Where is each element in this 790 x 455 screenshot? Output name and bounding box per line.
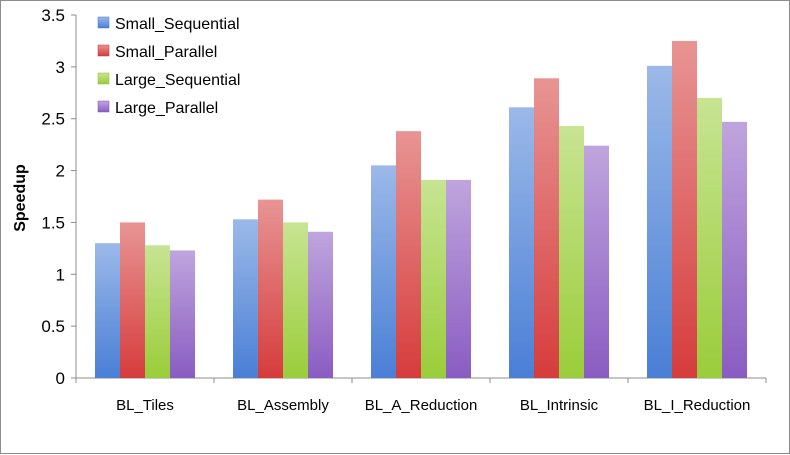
y-tick-label: 0 <box>56 369 65 388</box>
y-axis-label: Speedup <box>12 164 29 232</box>
x-tick-label: BL_A_Reduction <box>365 397 478 414</box>
x-tick-label: BL_Intrinsic <box>520 397 599 414</box>
bar-large-sequential-bl-tiles <box>145 245 170 378</box>
bar-large-sequential-bl-assembly <box>283 222 308 378</box>
bar-small-parallel-bl-assembly <box>258 199 283 378</box>
bar-small-sequential-bl-assembly <box>233 219 258 378</box>
bar-small-sequential-bl-i-reduction <box>647 65 672 378</box>
bar-small-parallel-bl-tiles <box>120 222 145 378</box>
x-tick-label: BL_I_Reduction <box>644 397 751 414</box>
legend-swatch <box>97 72 110 85</box>
bar-large-sequential-bl-a-reduction <box>421 179 446 378</box>
bar-small-sequential-bl-a-reduction <box>371 165 396 378</box>
legend-label: Small_Sequential <box>115 16 240 33</box>
x-tick-label: BL_Assembly <box>237 397 329 414</box>
legend-swatch <box>97 100 110 113</box>
bar-small-parallel-bl-i-reduction <box>672 40 697 379</box>
bar-large-sequential-bl-i-reduction <box>697 97 722 378</box>
bar-small-parallel-bl-a-reduction <box>396 131 421 378</box>
y-tick-label: 2 <box>56 162 65 181</box>
x-tick-label: BL_Tiles <box>116 397 174 414</box>
bar-small-parallel-bl-intrinsic <box>534 78 559 378</box>
bar-large-parallel-bl-tiles <box>170 250 195 378</box>
y-tick-label: 0.5 <box>41 317 65 336</box>
bar-small-sequential-bl-intrinsic <box>509 107 534 378</box>
legend: Small_Sequential Small_Parallel Large_Sequ… <box>97 16 240 117</box>
y-tick-label: 3 <box>56 58 65 77</box>
bar-large-parallel-bl-assembly <box>308 231 333 378</box>
y-tick-label: 1 <box>56 265 65 284</box>
bar-large-parallel-bl-i-reduction <box>722 121 747 378</box>
bar-large-parallel-bl-a-reduction <box>446 179 471 378</box>
legend-label: Large_Parallel <box>115 100 218 117</box>
legend-swatch <box>97 16 110 29</box>
y-tick-label: 1.5 <box>41 213 65 232</box>
bar-large-parallel-bl-intrinsic <box>584 145 609 378</box>
bar-large-sequential-bl-intrinsic <box>559 125 584 378</box>
legend-swatch <box>97 44 110 57</box>
y-tick-label: 2.5 <box>41 110 65 129</box>
bar-small-sequential-bl-tiles <box>95 243 120 378</box>
legend-label: Large_Sequential <box>115 72 240 89</box>
y-tick-label: 3.5 <box>41 6 65 25</box>
legend-label: Small_Parallel <box>115 44 217 61</box>
